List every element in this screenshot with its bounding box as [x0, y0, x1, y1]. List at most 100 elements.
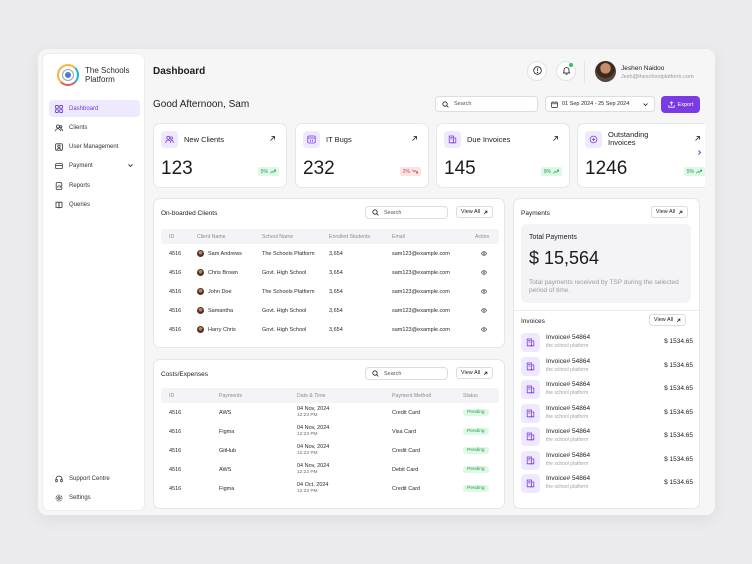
eye-icon[interactable]: [481, 308, 487, 313]
help-button[interactable]: [527, 61, 547, 81]
client-id: 4516: [169, 326, 182, 333]
table-row[interactable]: 4516 Harry Chris Govt. High School 3,654…: [161, 320, 499, 339]
table-row[interactable]: 4516 AWS 04 Nov, 2024 12:23 PM Debit Card…: [161, 460, 499, 479]
report-icon: [55, 181, 63, 190]
stat-card-due-invoices[interactable]: Due Invoices 145 9%: [436, 123, 570, 188]
trend-up-icon: [270, 169, 276, 174]
arrow-up-right-icon[interactable]: [411, 135, 418, 144]
costs-view-all-button[interactable]: View All: [456, 367, 493, 379]
divider: [514, 310, 699, 311]
arrow-up-right-icon[interactable]: [552, 135, 559, 144]
arrow-up-right-icon[interactable]: [269, 135, 276, 144]
invoice-item[interactable]: Invoice# 54864 the school platform $ 153…: [521, 425, 693, 447]
invoice-amount: $ 1534.65: [664, 385, 693, 392]
stat-label: Outstanding Invoices: [608, 130, 649, 147]
trend-up-icon: [553, 169, 559, 174]
client-email: sam123@example.com: [392, 250, 450, 257]
time: 12:23 PM: [297, 412, 318, 418]
invoice-item[interactable]: Invoice# 54864 the school platform $ 153…: [521, 449, 693, 471]
panel-title: Payments: [521, 210, 550, 217]
payment-method: Visa Card: [392, 428, 417, 435]
invoice-icon: [521, 356, 540, 376]
user-avatar[interactable]: [595, 61, 616, 82]
sidebar-item-queries[interactable]: Queries: [49, 196, 140, 213]
table-row[interactable]: 4516 GitHub 04 Nov, 2024 12:23 PM Credit …: [161, 441, 499, 460]
trend-value: 2%: [402, 168, 410, 175]
invoice-item[interactable]: Invoice# 54864 the school platform $ 153…: [521, 402, 693, 424]
arrow-up-right-icon[interactable]: [694, 135, 701, 144]
date-range-picker[interactable]: 01 Sep 2024 - 25 Sep 2024: [545, 96, 655, 112]
column-header: Email: [392, 233, 405, 240]
sidebar-item-dashboard[interactable]: Dashboard: [49, 100, 140, 117]
avatar: [197, 307, 204, 314]
date-time: 04 Nov, 2024 12:23 PM: [297, 406, 329, 418]
sidebar-item-label: Clients: [69, 124, 88, 131]
invoice-item[interactable]: Invoice# 54864 the school platform $ 153…: [521, 331, 693, 353]
invoice-item[interactable]: Invoice# 54864 the school platform $ 153…: [521, 355, 693, 377]
sidebar-item-support-centre[interactable]: Support Centre: [49, 470, 140, 487]
status-pill: Pending: [463, 409, 489, 416]
eye-icon[interactable]: [481, 270, 487, 275]
notifications-button[interactable]: [556, 61, 576, 81]
table-row[interactable]: 4516 Sam Andrews The Schools Platform 3,…: [161, 244, 499, 263]
sidebar-item-payment[interactable]: Payment: [49, 158, 140, 175]
panel-title: Invoices: [521, 318, 545, 325]
client-name: Samantha: [197, 307, 233, 314]
table-row[interactable]: 4516 AWS 04 Nov, 2024 12:23 PM Credit Car…: [161, 403, 499, 422]
invoice-amount: $ 1534.65: [664, 432, 693, 439]
payments-view-all-button[interactable]: View All: [651, 206, 688, 218]
table-row[interactable]: 4516 Samantha Govt. High School 3,654 sa…: [161, 301, 499, 320]
logo-icon: [57, 64, 79, 86]
user-email: Jesh@theschoolplatform.com: [621, 74, 694, 80]
status-badge: Pending: [463, 485, 489, 492]
view-all-label: View All: [460, 209, 481, 215]
sidebar-item-user-management[interactable]: User Management: [49, 139, 140, 156]
stat-label: IT Bugs: [326, 135, 352, 144]
clients-search-input[interactable]: Search: [365, 206, 448, 219]
enrolled-students: 3,654: [329, 269, 343, 276]
export-button[interactable]: Export: [661, 96, 700, 113]
clients-view-all-button[interactable]: View All: [456, 206, 493, 218]
sidebar-item-reports[interactable]: Reports: [49, 177, 140, 194]
status-pill: Pending: [463, 447, 489, 454]
stat-card-new-clients[interactable]: New Clients 123 5%: [153, 123, 287, 188]
eye-icon[interactable]: [481, 289, 487, 294]
stat-label: Due Invoices: [467, 135, 511, 144]
users-icon: [55, 124, 63, 132]
date-time: 04 Oct, 2024 12:23 PM: [297, 482, 329, 494]
client-name: Chris Brown: [197, 269, 238, 276]
export-label: Export: [677, 101, 694, 108]
invoices-view-all-button[interactable]: View All: [649, 314, 686, 326]
header-divider: [584, 61, 585, 83]
search-icon: [372, 209, 379, 216]
table-row[interactable]: 4516 John Doe The Schools Platform 3,654…: [161, 282, 499, 301]
eye-icon[interactable]: [481, 251, 487, 256]
top-header: Dashboard Jeshen Naidoo Jesh@theschoolpl…: [146, 53, 711, 90]
stat-card-outstanding-invoices[interactable]: Outstanding Invoices 1246 5%: [577, 123, 705, 188]
app-window: The Schools Platform Dashboard Clients U…: [38, 49, 715, 515]
eye-icon[interactable]: [481, 327, 487, 332]
greeting: Good Afternoon, Sam: [153, 99, 250, 110]
brand[interactable]: The Schools Platform: [57, 64, 137, 86]
chevron-down-icon[interactable]: [127, 162, 134, 171]
client-email: sam123@example.com: [392, 288, 450, 295]
sidebar-item-clients[interactable]: Clients: [49, 119, 140, 136]
invoice-item[interactable]: Invoice# 54864 the school platform $ 153…: [521, 472, 693, 494]
table-row[interactable]: 4516 Chris Brown Govt. High School 3,654…: [161, 263, 499, 282]
search-input[interactable]: Search: [435, 96, 538, 112]
sidebar-item-label: User Management: [69, 144, 119, 151]
sidebar-item-settings[interactable]: Settings: [49, 489, 140, 506]
client-name: Sam Andrews: [197, 250, 242, 257]
enrolled-students: 3,654: [329, 250, 343, 257]
chevron-right-icon[interactable]: [696, 149, 703, 158]
invoice-client: the school platform: [546, 484, 589, 490]
brand-name: The Schools Platform: [85, 66, 130, 84]
wallet-icon: [55, 162, 63, 170]
table-row[interactable]: 4516 Figma 04 Nov, 2024 12:23 PM Visa Car…: [161, 422, 499, 441]
costs-search-input[interactable]: Search: [365, 367, 448, 380]
invoice-amount: $ 1534.65: [664, 338, 693, 345]
invoice-item[interactable]: Invoice# 54864 the school platform $ 153…: [521, 378, 693, 400]
payment-method: Debit Card: [392, 466, 419, 473]
stat-card-it-bugs[interactable]: IT Bugs 232 2%: [295, 123, 429, 188]
table-row[interactable]: 4516 Figma 04 Oct, 2024 12:23 PM Credit C…: [161, 479, 499, 498]
